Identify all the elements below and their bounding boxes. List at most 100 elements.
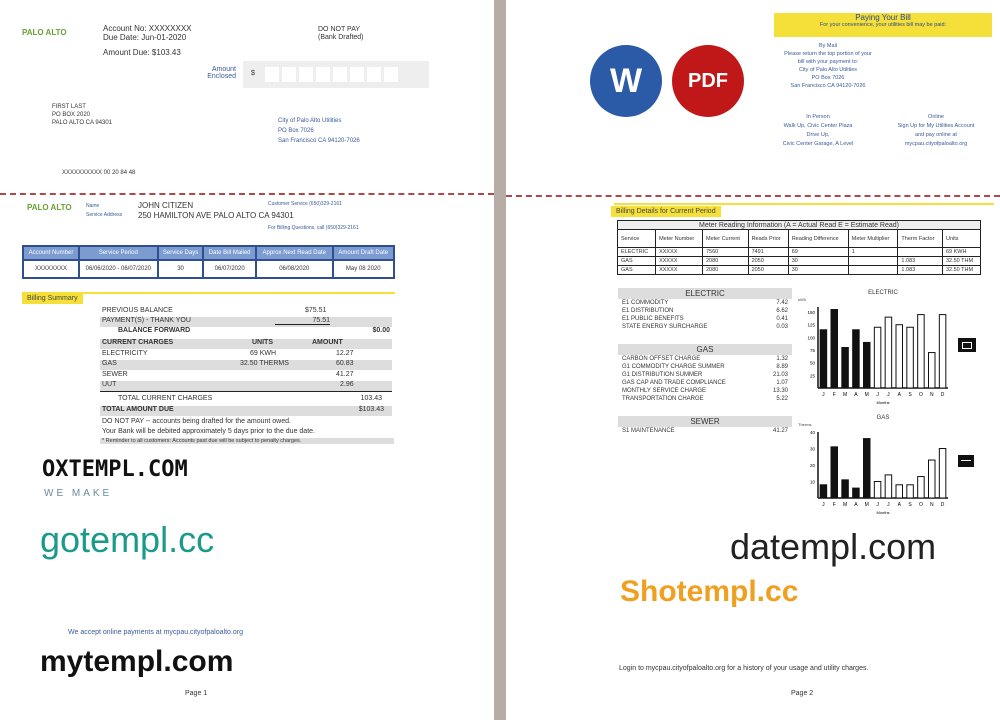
x-tick-label: A <box>898 392 902 398</box>
watermark-datempl: datempl.com <box>730 526 937 567</box>
bar <box>917 476 925 499</box>
bar <box>819 329 828 389</box>
previous-balance-row: PREVIOUS BALANCE $75.51 <box>102 307 327 314</box>
bar <box>852 487 860 499</box>
x-tick-label: J <box>822 392 825 398</box>
note-do-not-pay: DO NOT PAY -- accounts being drafted for… <box>102 418 291 425</box>
meter-row: GAS XXXXX 2080 2050 30 1.083 32.50 THM <box>616 265 982 275</box>
mail-address: FIRST LAST PO BOX 2020 PALO ALTO CA 94301 <box>52 104 113 126</box>
y-tick-label: 75 <box>810 348 816 353</box>
charge-line: G1 COMMODITY CHARGE SUMMER 8.89 <box>622 364 788 370</box>
palo-alto-logo: PALO ALTO <box>22 28 67 37</box>
bank-drafted: (Bank Drafted) <box>318 34 364 41</box>
charge-line: E1 COMMODITY 7.42 <box>622 300 788 306</box>
bar <box>928 352 936 389</box>
page-separator <box>494 0 506 720</box>
y-tick-label: 10 <box>810 480 816 485</box>
x-tick-label: A <box>854 502 858 508</box>
x-axis-label: Months <box>876 510 889 515</box>
paying-subtitle: For your convenience, your utilities bil… <box>819 22 947 28</box>
bar <box>884 316 893 389</box>
digit-boxes <box>265 67 398 82</box>
online-payments-link[interactable]: We accept online payments at mycpau.city… <box>68 629 243 636</box>
account-number: Account No: XXXXXXXX <box>103 24 192 33</box>
electric-section: ELECTRIC E1 COMMODITY 7.42 E1 DISTRIBUTION… <box>618 288 792 331</box>
charge-line: S1 MAINTENANCE 41.27 <box>622 428 788 434</box>
y-tick-label: 20 <box>810 463 816 468</box>
x-tick-label: D <box>941 392 945 398</box>
bar <box>819 484 828 499</box>
login-history-note: Login to mycpau.cityofpaloalto.org for a… <box>619 665 869 672</box>
meter-title: Meter Reading Information (A = Actual Re… <box>617 220 981 230</box>
x-tick-label: D <box>941 502 945 508</box>
x-tick-label: M <box>843 502 847 508</box>
do-not-pay: DO NOT PAY <box>318 26 361 33</box>
x-tick-label: F <box>833 392 836 398</box>
yellow-rule <box>22 292 395 294</box>
electric-heading: ELECTRIC <box>618 288 792 299</box>
x-tick-label: A <box>854 392 858 398</box>
y-tick-label: 25 <box>810 373 816 378</box>
bar <box>873 481 882 499</box>
customer-name: JOHN CITIZEN <box>138 201 194 210</box>
gas-icon <box>958 455 974 467</box>
amount-due: Amount Due: $103.43 <box>103 48 181 57</box>
amount-enclosed-input[interactable]: $ <box>243 61 429 88</box>
x-tick-label: N <box>930 502 934 508</box>
x-tick-label: J <box>876 502 879 508</box>
x-tick-label: J <box>887 392 890 398</box>
service-address: 250 HAMILTON AVE PALO ALTO CA 94301 <box>138 211 294 220</box>
x-tick-label: M <box>865 392 869 398</box>
online-pay: Online Sign Up for My Utilities Account an… <box>897 114 975 147</box>
charge-line: TRANSPORTATION CHARGE 5.22 <box>622 396 788 402</box>
paying-title: Paying Your Bill <box>855 13 911 22</box>
x-tick-label: S <box>908 392 912 398</box>
tear-line-2 <box>506 195 1000 197</box>
x-tick-label: N <box>930 392 934 398</box>
bar <box>938 314 947 389</box>
balance-forward-row: BALANCE FORWARD $0.00 <box>118 327 390 334</box>
note-reminder: * Reminder to all customers: Accounts pa… <box>100 438 394 444</box>
customer-service: Customer Service (650)329-2161 <box>268 201 342 207</box>
meter-row: GAS XXXXX 2080 2050 30 1.083 32.50 THM <box>616 256 982 266</box>
x-tick-label: A <box>898 502 902 508</box>
charge-row: ELECTRICITY 69 KWH 12.27 <box>102 350 354 357</box>
account-table-row: XXXXXXXX 06/06/2020 - 06/07/2020 30 06/07/2… <box>22 259 396 279</box>
account-table-header: Account Number Service Period Service Days… <box>22 245 396 261</box>
barcode-text: XXXXXXXXXX 00 20 84 48 <box>62 170 136 176</box>
x-tick-label: O <box>919 502 923 508</box>
watermark-oxtempl-sub: WE MAKE <box>44 488 113 499</box>
charge-line: STATE ENERGY SURCHARGE 0.03 <box>622 324 788 330</box>
total-current-row: TOTAL CURRENT CHARGES 103.43 <box>118 395 382 402</box>
account-table: Account Number Service Period Service Days… <box>22 245 396 279</box>
yellow-rule-2 <box>614 203 994 205</box>
by-mail: By Mail Please return the top portion of … <box>784 43 872 89</box>
bar <box>830 309 838 389</box>
due-date: Due Date: Jun-01-2020 <box>103 33 187 42</box>
tear-line <box>0 193 494 195</box>
charge-line: GAS CAP AND TRADE COMPLIANCE 1.07 <box>622 380 788 386</box>
bar <box>884 474 893 499</box>
palo-alto-logo-2: PALO ALTO <box>27 203 72 212</box>
dollar-sign: $ <box>251 70 255 77</box>
meter-row: ELECTRIC XXXXX 7560 7491 69 1 69 KWH <box>616 247 982 257</box>
sewer-section: SEWER S1 MAINTENANCE 41.27 <box>618 416 792 435</box>
total-due-row: TOTAL AMOUNT DUE $103.43 <box>100 406 392 416</box>
meter-table: Meter Reading Information (A = Actual Re… <box>616 220 982 275</box>
x-tick-label: M <box>843 392 847 398</box>
page-1: PALO ALTO Account No: XXXXXXXX Due Date:… <box>0 0 494 720</box>
chart-title: GAS <box>877 415 890 421</box>
electric-icon <box>958 338 976 352</box>
charge-line: E1 PUBLIC BENEFITS 0.41 <box>622 316 788 322</box>
meter-header: Service Meter Number Meter Current Reads Pr… <box>616 229 982 248</box>
address-label: Service Address <box>86 212 123 218</box>
watermark-oxtempl: OXTEMPL.COM <box>42 457 188 482</box>
charge-line: MONTHLY SERVICE CHARGE 13.30 <box>622 388 788 394</box>
billing-questions: For Billing Questions, call (650)329-216… <box>268 225 359 231</box>
bar <box>938 448 947 499</box>
x-tick-label: F <box>833 502 836 508</box>
pdf-icon: PDF <box>672 45 744 117</box>
gas-heading: GAS <box>618 344 792 355</box>
